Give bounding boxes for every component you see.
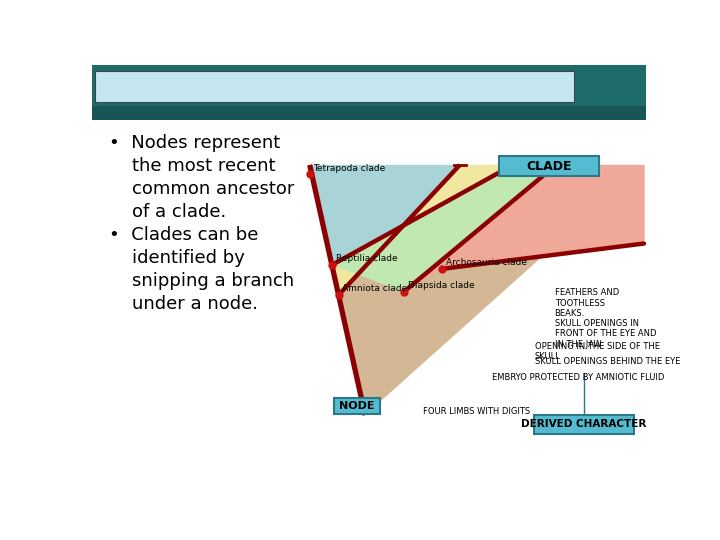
Polygon shape bbox=[310, 165, 644, 415]
Text: •  Clades can be
    identified by
    snipping a branch
    under a node.: • Clades can be identified by snipping a… bbox=[109, 226, 294, 313]
Text: FEATHERS AND
TOOTHLESS
BEAKS.: FEATHERS AND TOOTHLESS BEAKS. bbox=[554, 288, 618, 318]
Text: EMBRYO PROTECTED BY AMNIOTIC FLUID: EMBRYO PROTECTED BY AMNIOTIC FLUID bbox=[492, 373, 665, 382]
Text: Reptilia clade: Reptilia clade bbox=[336, 254, 397, 264]
Text: FOUR LIMBS WITH DIGITS: FOUR LIMBS WITH DIGITS bbox=[423, 407, 530, 416]
FancyBboxPatch shape bbox=[333, 398, 379, 414]
Polygon shape bbox=[404, 165, 644, 292]
Bar bbox=[92, 65, 647, 106]
Bar bbox=[92, 106, 647, 120]
Text: CLADE: CLADE bbox=[526, 160, 572, 173]
Text: OPENING IN THE SIDE OF THE
SKULL: OPENING IN THE SIDE OF THE SKULL bbox=[534, 342, 660, 361]
Text: SKULL OPENINGS BEHIND THE EYE: SKULL OPENINGS BEHIND THE EYE bbox=[534, 357, 680, 367]
Polygon shape bbox=[332, 165, 513, 295]
Bar bbox=[92, 120, 647, 481]
Text: Amniota clade: Amniota clade bbox=[343, 285, 408, 294]
Text: Tetrapoda clade: Tetrapoda clade bbox=[314, 164, 386, 173]
Text: DERIVED CHARACTER: DERIVED CHARACTER bbox=[521, 420, 647, 429]
FancyBboxPatch shape bbox=[499, 157, 599, 177]
FancyBboxPatch shape bbox=[95, 71, 574, 102]
FancyBboxPatch shape bbox=[534, 415, 634, 434]
Text: •  Nodes represent
    the most recent
    common ancestor
    of a clade.: • Nodes represent the most recent common… bbox=[109, 134, 294, 221]
Text: Diapsida clade: Diapsida clade bbox=[408, 281, 474, 291]
Text: Archosauria clade: Archosauria clade bbox=[446, 258, 527, 267]
Polygon shape bbox=[332, 165, 556, 292]
Text: SKULL OPENINGS IN
FRONT OF THE EYE AND
IN THE JAW: SKULL OPENINGS IN FRONT OF THE EYE AND I… bbox=[554, 319, 656, 349]
Text: NODE: NODE bbox=[339, 401, 374, 411]
Polygon shape bbox=[310, 165, 460, 415]
